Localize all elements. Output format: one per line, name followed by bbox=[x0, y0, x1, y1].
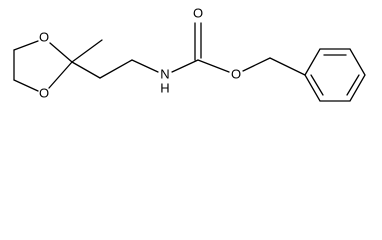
atom-label: O bbox=[193, 5, 203, 20]
bond bbox=[99, 59, 133, 79]
bond bbox=[171, 59, 199, 73]
atom-label: O bbox=[39, 85, 49, 100]
bond bbox=[269, 57, 306, 76]
bond bbox=[197, 59, 230, 73]
bond bbox=[49, 42, 73, 63]
bond bbox=[13, 79, 39, 92]
bond bbox=[13, 40, 39, 51]
bonds bbox=[13, 22, 366, 102]
bond bbox=[310, 74, 324, 96]
atom-label: H bbox=[160, 80, 169, 95]
bond bbox=[71, 39, 103, 63]
structure-diagram: O O N H O O bbox=[13, 5, 366, 102]
bond bbox=[48, 61, 73, 89]
atom-label: N bbox=[160, 66, 169, 81]
atom-label: O bbox=[39, 29, 49, 44]
atom-label: O bbox=[231, 66, 241, 81]
bond bbox=[131, 59, 159, 73]
benzene-ring bbox=[304, 48, 366, 102]
bond bbox=[242, 57, 271, 72]
bond bbox=[71, 61, 101, 79]
bond bbox=[346, 74, 360, 96]
